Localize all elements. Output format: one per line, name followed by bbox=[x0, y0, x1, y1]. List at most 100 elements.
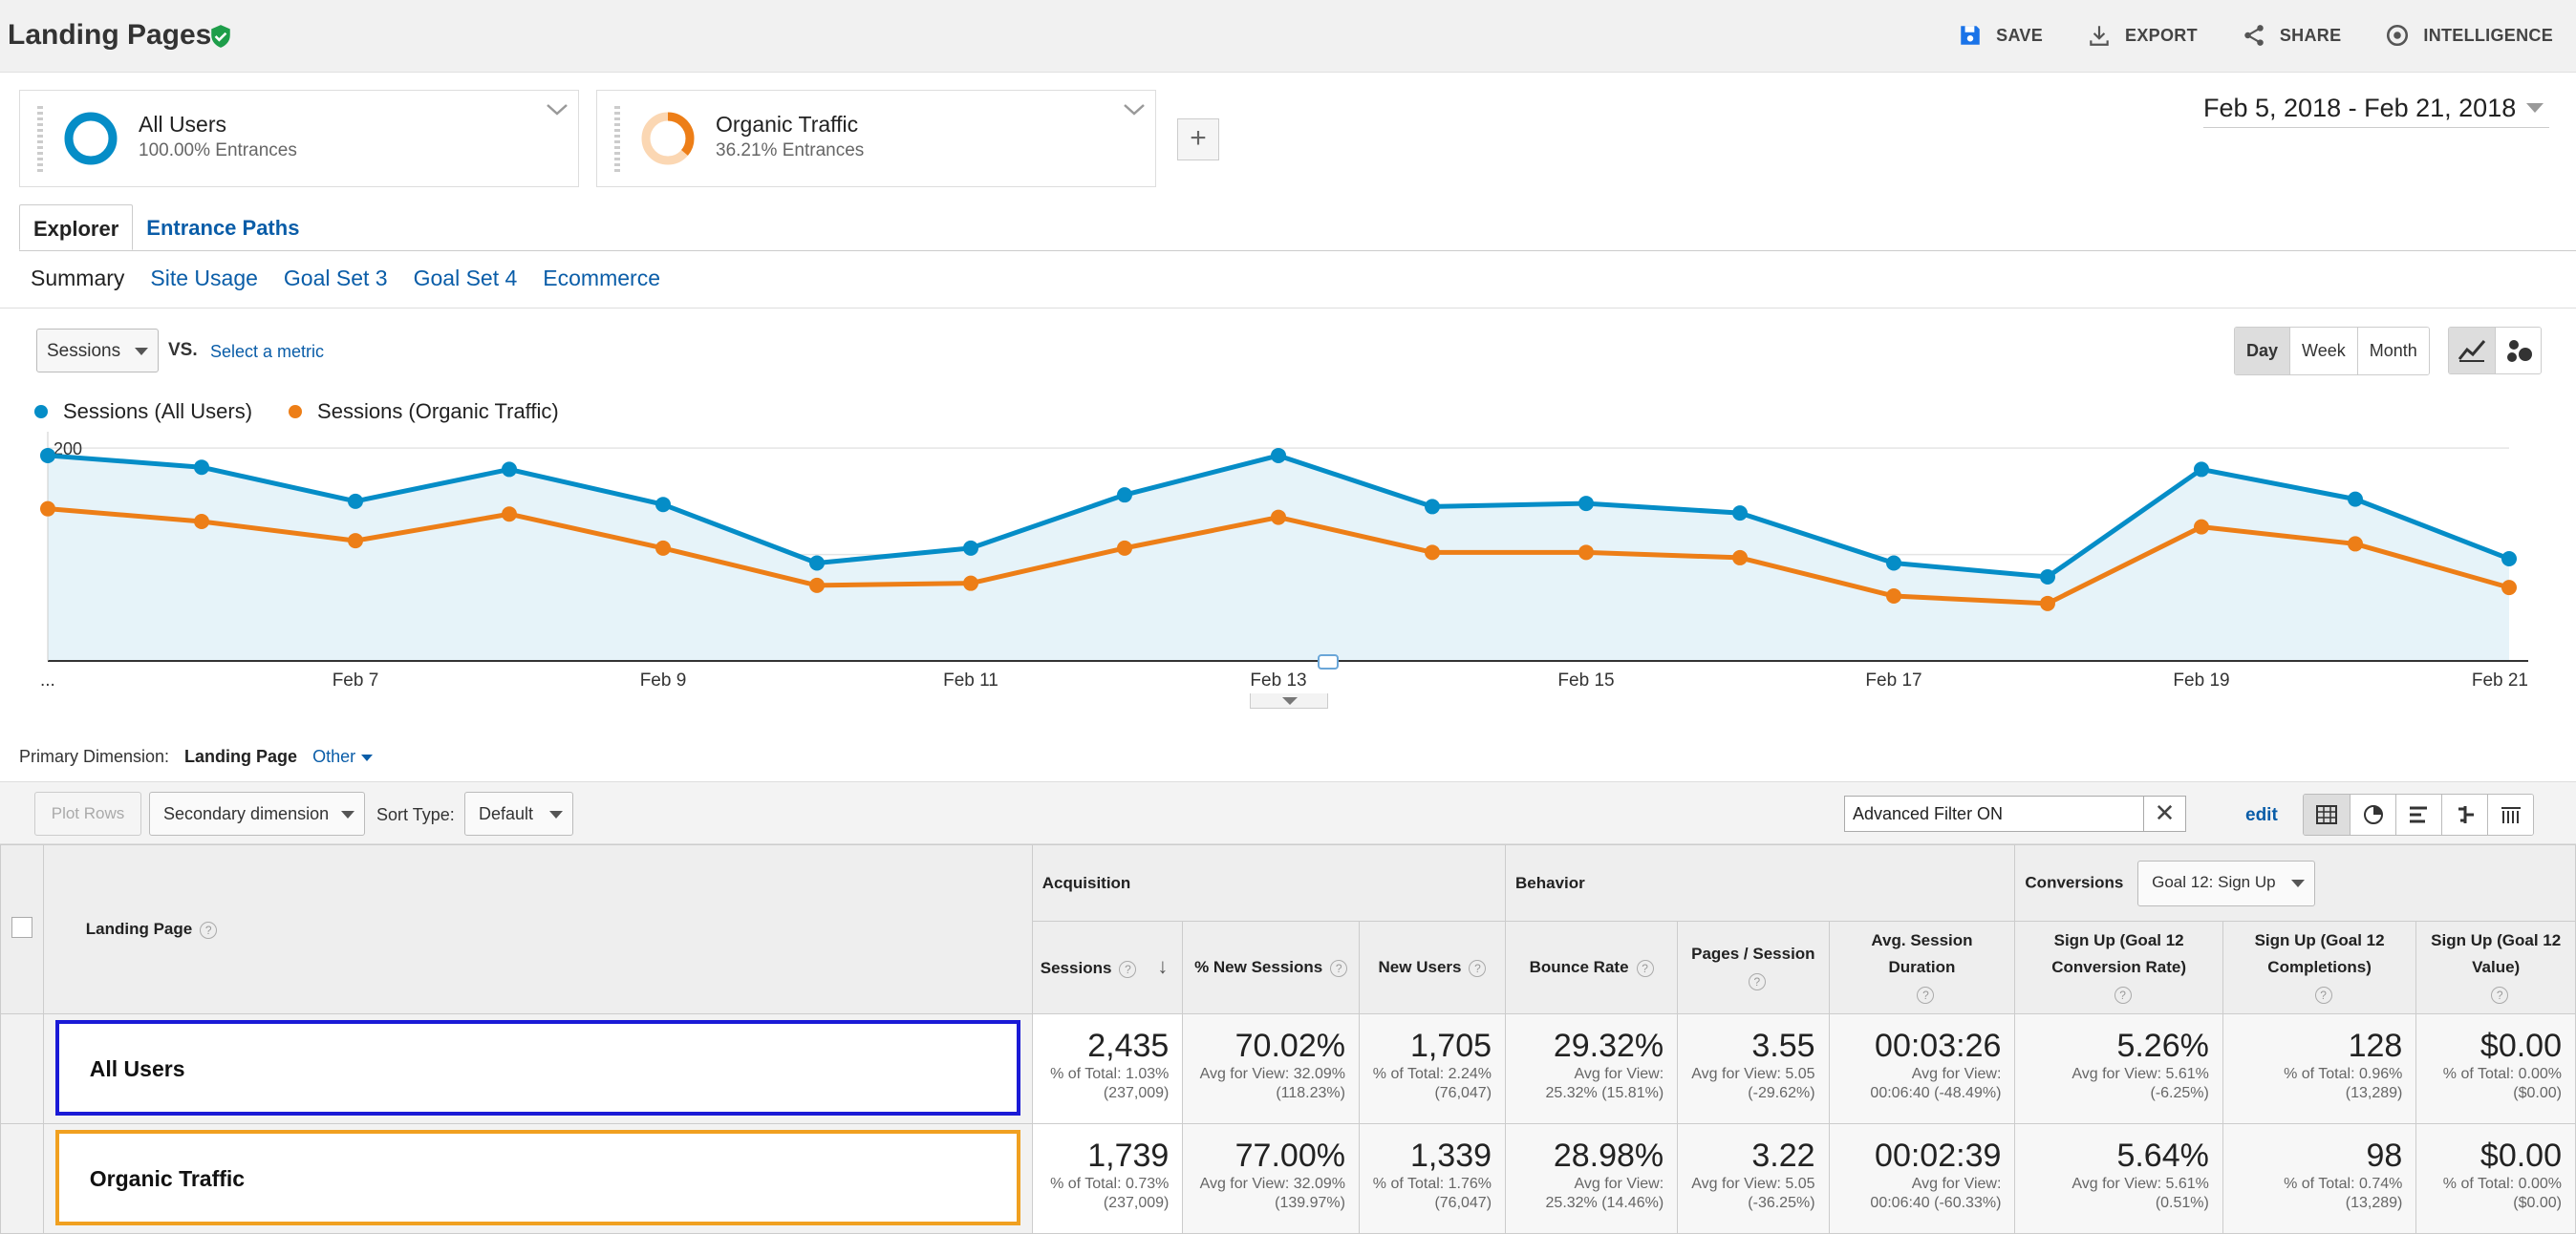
edit-filter-link[interactable]: edit bbox=[2245, 805, 2278, 825]
sort-descending-icon[interactable]: ↓ bbox=[1157, 954, 1169, 978]
data-point-all-users[interactable] bbox=[1732, 505, 1748, 521]
column-header[interactable]: Sessions? ↓ bbox=[1031, 921, 1184, 1014]
data-point-all-users[interactable] bbox=[502, 461, 517, 478]
motion-chart-button[interactable] bbox=[2495, 328, 2541, 373]
data-point-organic-traffic[interactable] bbox=[2348, 536, 2363, 552]
data-point-all-users[interactable] bbox=[348, 493, 363, 509]
comparison-view-button[interactable] bbox=[2441, 795, 2487, 835]
help-icon[interactable]: ? bbox=[1917, 986, 1935, 1004]
column-header[interactable]: New Users? bbox=[1358, 921, 1507, 1014]
data-point-all-users[interactable] bbox=[1271, 447, 1286, 463]
period-week-button[interactable]: Week bbox=[2289, 328, 2357, 374]
help-icon[interactable]: ? bbox=[2314, 986, 2332, 1004]
performance-view-button[interactable] bbox=[2395, 795, 2441, 835]
landing-page-header[interactable]: Landing Page? bbox=[42, 844, 1033, 1014]
data-point-organic-traffic[interactable] bbox=[1732, 549, 1748, 565]
goal-select[interactable]: Goal 12: Sign Up bbox=[2137, 860, 2316, 906]
drag-handle[interactable] bbox=[37, 106, 43, 173]
pie-view-button[interactable] bbox=[2350, 795, 2395, 835]
data-point-organic-traffic[interactable] bbox=[2501, 580, 2517, 596]
chart-resize-handle[interactable] bbox=[1250, 693, 1328, 709]
line-chart-button[interactable] bbox=[2449, 328, 2495, 373]
column-header[interactable]: Sign Up (Goal 12 Conversion Rate)? bbox=[2014, 921, 2223, 1014]
period-day-button[interactable]: Day bbox=[2235, 328, 2290, 374]
select-metric-link[interactable]: Select a metric bbox=[210, 342, 325, 361]
secondary-dimension-select[interactable]: Secondary dimension bbox=[149, 792, 365, 836]
subtab-goal-set-3[interactable]: Goal Set 3 bbox=[283, 266, 388, 290]
help-icon[interactable]: ? bbox=[1330, 959, 1348, 977]
column-header-label: Duration bbox=[1888, 958, 1956, 976]
help-icon[interactable]: ? bbox=[1636, 959, 1654, 977]
data-point-organic-traffic[interactable] bbox=[1271, 509, 1286, 525]
data-point-all-users[interactable] bbox=[963, 540, 978, 556]
data-point-all-users[interactable] bbox=[2040, 568, 2055, 585]
data-point-organic-traffic[interactable] bbox=[502, 506, 517, 522]
data-point-all-users[interactable] bbox=[655, 497, 671, 513]
drag-handle[interactable] bbox=[614, 106, 620, 173]
export-button[interactable]: EXPORT bbox=[2087, 23, 2198, 48]
plot-rows-button[interactable]: Plot Rows bbox=[34, 792, 141, 836]
data-point-all-users[interactable] bbox=[809, 555, 825, 571]
data-point-all-users[interactable] bbox=[1425, 499, 1440, 515]
column-header[interactable]: Sign Up (Goal 12 Value)? bbox=[2415, 921, 2576, 1014]
clear-filter-icon[interactable]: ✕ bbox=[2143, 797, 2185, 831]
data-point-all-users[interactable] bbox=[2194, 461, 2209, 478]
column-header[interactable]: Avg. Session Duration? bbox=[1828, 921, 2016, 1014]
segment-card-organic-traffic[interactable]: Organic Traffic 36.21% Entrances bbox=[596, 90, 1156, 187]
pivot-view-button[interactable] bbox=[2487, 795, 2533, 835]
sort-type-select[interactable]: Default bbox=[464, 792, 573, 836]
data-point-organic-traffic[interactable] bbox=[1578, 544, 1594, 561]
tab-explorer[interactable]: Explorer bbox=[19, 204, 134, 250]
intelligence-button[interactable]: INTELLIGENCE bbox=[2385, 23, 2553, 48]
data-point-organic-traffic[interactable] bbox=[2194, 519, 2209, 535]
tab-entrance-paths[interactable]: Entrance Paths bbox=[146, 216, 300, 240]
help-icon[interactable]: ? bbox=[1748, 972, 1766, 990]
data-point-organic-traffic[interactable] bbox=[1425, 544, 1440, 561]
column-header[interactable]: % New Sessions? bbox=[1182, 921, 1360, 1014]
data-point-organic-traffic[interactable] bbox=[655, 540, 671, 556]
save-button[interactable]: SAVE bbox=[1958, 23, 2043, 48]
share-button[interactable]: SHARE bbox=[2242, 23, 2342, 48]
data-point-all-users[interactable] bbox=[1886, 555, 1901, 571]
advanced-filter-field[interactable]: Advanced Filter ON ✕ bbox=[1844, 796, 2186, 832]
subtab-goal-set-4[interactable]: Goal Set 4 bbox=[413, 266, 518, 290]
primary-dimension-other[interactable]: Other bbox=[312, 747, 373, 767]
column-header[interactable]: Bounce Rate? bbox=[1505, 921, 1679, 1014]
help-icon[interactable]: ? bbox=[1469, 959, 1487, 977]
data-point-all-users[interactable] bbox=[40, 447, 55, 463]
data-point-organic-traffic[interactable] bbox=[40, 500, 55, 517]
subtab-summary[interactable]: Summary bbox=[31, 266, 125, 290]
data-point-organic-traffic[interactable] bbox=[1117, 540, 1132, 556]
help-icon[interactable]: ? bbox=[1119, 960, 1137, 978]
help-icon[interactable]: ? bbox=[200, 921, 218, 939]
data-point-organic-traffic[interactable] bbox=[963, 575, 978, 591]
subtab-site-usage[interactable]: Site Usage bbox=[150, 266, 258, 290]
data-point-all-users[interactable] bbox=[2348, 491, 2363, 507]
metric-select[interactable]: Sessions bbox=[36, 329, 159, 372]
data-point-all-users[interactable] bbox=[1578, 496, 1594, 512]
data-point-all-users[interactable] bbox=[194, 459, 209, 476]
add-segment-button[interactable]: + bbox=[1177, 118, 1219, 160]
column-header[interactable]: Sign Up (Goal 12 Completions)? bbox=[2222, 921, 2417, 1014]
help-icon[interactable]: ? bbox=[2491, 986, 2509, 1004]
date-range-picker[interactable]: Feb 5, 2018 - Feb 21, 2018 bbox=[2203, 94, 2549, 128]
annotation-icon[interactable] bbox=[1318, 654, 1339, 670]
data-point-organic-traffic[interactable] bbox=[2040, 595, 2055, 611]
subtab-ecommerce[interactable]: Ecommerce bbox=[543, 266, 660, 290]
data-point-organic-traffic[interactable] bbox=[809, 577, 825, 593]
data-point-organic-traffic[interactable] bbox=[1886, 588, 1901, 605]
select-all-checkbox[interactable] bbox=[11, 916, 32, 938]
data-point-all-users[interactable] bbox=[1117, 487, 1132, 503]
chevron-down-icon[interactable] bbox=[546, 102, 569, 117]
data-point-organic-traffic[interactable] bbox=[194, 514, 209, 530]
column-header[interactable]: Pages / Session? bbox=[1677, 921, 1830, 1014]
data-point-organic-traffic[interactable] bbox=[348, 533, 363, 549]
period-month-button[interactable]: Month bbox=[2356, 328, 2429, 374]
data-point-all-users[interactable] bbox=[2501, 551, 2517, 567]
data-table-view-button[interactable] bbox=[2304, 795, 2350, 835]
column-header-label: Completions) bbox=[2267, 958, 2372, 976]
help-icon[interactable]: ? bbox=[2114, 986, 2132, 1004]
segment-card-all-users[interactable]: All Users 100.00% Entrances bbox=[19, 90, 579, 187]
chevron-down-icon[interactable] bbox=[1123, 102, 1146, 117]
